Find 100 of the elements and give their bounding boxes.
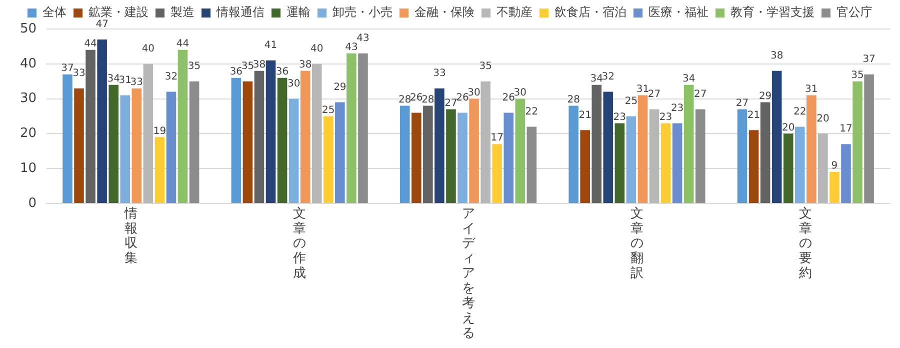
bar [492,144,502,203]
bar [423,106,433,203]
bar [772,70,782,203]
data-label: 31 [636,84,650,95]
legend-label: 官公庁 [836,5,872,20]
data-label: 19 [153,126,166,137]
bar [288,98,299,203]
bar [638,95,648,203]
bar [254,70,264,203]
data-label: 34 [590,73,603,84]
bar [592,84,602,203]
bar [458,112,468,203]
data-label: 23 [659,112,672,123]
bar [412,112,422,203]
data-label: 26 [410,92,423,104]
data-label: 44 [84,38,97,50]
data-label: 30 [514,87,527,98]
data-label: 29 [334,82,346,93]
bar [277,78,288,203]
data-label: 21 [578,110,592,121]
bar [748,130,759,203]
bar [324,116,334,203]
bar [794,126,805,203]
bar [760,102,770,203]
data-label: 26 [502,92,515,104]
bar [178,50,188,203]
data-label: 34 [682,73,696,84]
data-label: 27 [736,98,749,109]
x-tick-label: 文章の翻訳 [630,206,644,282]
bar [231,78,242,203]
bar [660,123,671,203]
bar [684,84,694,203]
bar [166,92,176,203]
legend-label: 飲食店・宿泊 [554,5,626,20]
data-label: 34 [107,73,120,84]
bar [695,109,706,203]
bar [626,116,636,203]
bar [852,81,862,203]
data-label: 23 [670,102,684,114]
bar [312,64,322,203]
data-label: 35 [188,60,201,72]
bar [526,126,537,203]
bar [446,109,456,203]
bar [335,102,345,203]
bar [358,53,368,203]
bar [672,123,682,203]
data-label: 36 [276,66,289,78]
bar [346,53,356,203]
data-label: 36 [230,66,243,78]
legend-label: 医療・福祉 [648,5,708,20]
data-label: 29 [758,90,772,102]
bar [864,74,874,203]
data-label: 44 [176,38,190,50]
bar [132,88,142,203]
bar [603,92,614,203]
data-label: 37 [862,54,876,65]
data-label: 27 [694,88,707,100]
bar [580,130,590,203]
y-tick-label: 40 [20,56,37,72]
data-label: 38 [298,59,312,70]
data-label: 33 [130,76,144,88]
data-label: 41 [264,40,278,51]
data-label: 28 [398,94,412,106]
y-tick-label: 0 [28,196,37,211]
legend-label: 卸売・小売 [332,5,392,20]
data-label: 35 [851,70,864,81]
legend-label: 不動産 [496,5,532,20]
data-label: 30 [287,78,300,90]
legend-label: 教育・学習支援 [730,5,814,20]
data-label: 28 [422,94,434,106]
bar [154,137,165,203]
bar [74,88,84,203]
bar [189,81,200,203]
bar [434,88,444,203]
bar [266,60,276,203]
data-label: 25 [322,104,335,116]
data-label: 26 [456,92,469,104]
data-label: 43 [356,33,370,44]
data-label: 28 [567,94,580,106]
data-label: 32 [164,71,178,82]
y-tick-label: 10 [20,160,37,176]
data-label: 33 [72,68,86,79]
data-label: 38 [770,50,784,62]
x-tick-label: 文章の作成 [292,206,306,282]
bar [818,134,828,203]
data-label: 35 [479,60,492,72]
data-label: 31 [118,74,132,86]
x-tick-label: 情報収集 [123,206,138,266]
legend-label: 全体 [42,5,66,20]
bar [400,106,410,203]
data-label: 33 [433,68,446,79]
data-label: 35 [241,60,254,72]
data-label: 20 [782,122,795,134]
x-tick-label: 文章の要約 [799,206,812,282]
y-tick-label: 50 [20,21,37,36]
data-label: 22 [525,106,538,118]
data-label: 27 [648,88,661,100]
data-label: 38 [252,59,266,70]
y-tick-label: 30 [20,91,37,106]
data-label: 27 [444,98,458,109]
